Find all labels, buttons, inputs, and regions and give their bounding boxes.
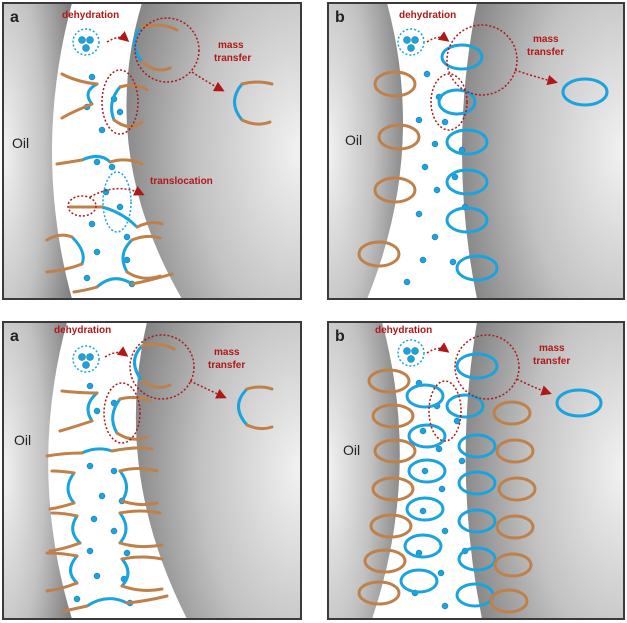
arrow-icon [104, 346, 129, 358]
panel-top-left: a Oil dehydration mass transfer transloc… [2, 2, 302, 300]
transfer-label: transfer [208, 360, 245, 371]
emulsifier-chain-icon [100, 205, 139, 229]
emulsifier-chain-icon [110, 85, 122, 122]
panel-letter: b [335, 328, 345, 345]
oil-droplet-right [126, 3, 301, 299]
transferred-emulsifier-icon [555, 388, 603, 418]
mass-label: mass [218, 40, 244, 51]
translocation-label: translocation [150, 176, 213, 187]
water-cluster-ring [72, 345, 100, 373]
panel-letter: b [335, 9, 345, 26]
water-cluster-ring [72, 28, 100, 56]
transfer-label: transfer [533, 356, 570, 367]
dehydration-ring [430, 73, 468, 131]
oil-droplet-left [3, 3, 72, 299]
arrow-icon [106, 31, 130, 43]
emulsifier-chain-icon [95, 277, 134, 289]
emulsifier-chain-icon [237, 387, 249, 427]
dehydration-label: dehydration [62, 10, 119, 21]
dehydration-label: dehydration [399, 10, 456, 21]
mass-transfer-ring [134, 17, 200, 83]
dehydration-label: dehydration [375, 325, 432, 336]
panel-letter: a [10, 9, 19, 26]
oil-droplet-left [328, 322, 400, 619]
panel-letter: a [10, 328, 19, 345]
emulsifier-chain-icon [233, 82, 244, 122]
oil-label: Oil [345, 132, 362, 148]
oil-label: Oil [14, 432, 31, 448]
oil-label: Oil [12, 135, 29, 151]
panel-bottom-right: b Oil dehydration mass transfer [327, 321, 625, 620]
dehydration-ring [103, 382, 141, 444]
transferred-emulsifier-icon [561, 77, 609, 107]
emulsifier-chain-icon [121, 238, 134, 274]
arrow-icon [191, 71, 225, 92]
emulsifier-chain-icon [133, 25, 144, 64]
mass-label: mass [214, 347, 240, 358]
oil-droplet-left [3, 322, 72, 619]
translocation-ring [67, 195, 97, 217]
emulsifier-chain-icon [80, 155, 112, 164]
oil-droplet-left [328, 3, 403, 299]
water-molecule-icon [403, 36, 469, 286]
emulsifier-chain-icon [373, 70, 417, 98]
water-cluster-ring [397, 28, 425, 56]
oil-droplet-right [465, 322, 624, 619]
mass-label: mass [539, 343, 565, 354]
panel-top-right: b Oil dehydration mass transfer [327, 2, 625, 300]
mass-transfer-ring [129, 334, 195, 400]
dehydration-label: dehydration [54, 325, 111, 336]
emulsifier-chain-icon [133, 344, 144, 383]
water-cluster-ring [397, 339, 425, 367]
oil-droplet-right [462, 3, 624, 299]
emulsifier-chain-icon [86, 82, 99, 106]
mass-transfer-ring [446, 24, 518, 96]
oil-droplet-right [135, 322, 301, 619]
transfer-label: transfer [527, 47, 564, 58]
mass-transfer-ring [454, 334, 520, 400]
mass-label: mass [533, 34, 559, 45]
emulsifier-chain-icon [70, 235, 85, 266]
dehydration-ring [101, 69, 139, 135]
oil-label: Oil [343, 442, 360, 458]
arrow-icon [89, 186, 145, 198]
panel-bottom-left: a Oil dehydration mass transfer [2, 321, 302, 620]
transfer-label: transfer [214, 53, 251, 64]
arrow-icon [516, 378, 552, 396]
dehydration-ring [428, 380, 462, 442]
